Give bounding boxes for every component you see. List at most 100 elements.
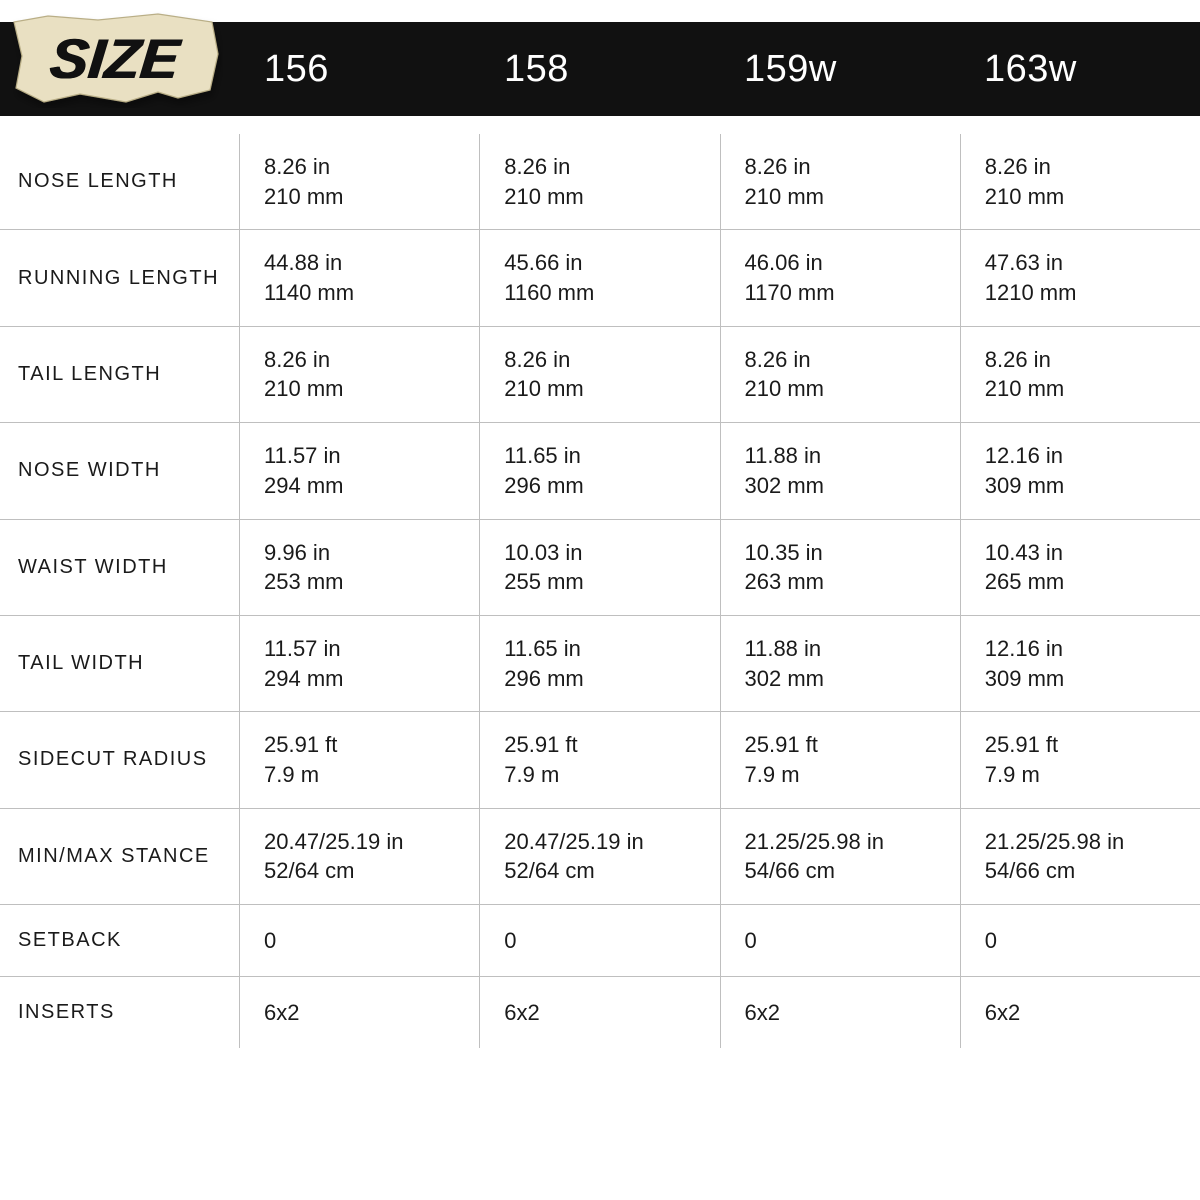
value-imperial: 11.88 in [745, 634, 950, 664]
col-head-0: 156 [240, 48, 480, 91]
value-metric: 309 mm [985, 471, 1190, 501]
value-imperial: 8.26 in [985, 152, 1190, 182]
value-metric: 302 mm [745, 664, 950, 694]
data-cell: 10.03 in255 mm [480, 520, 720, 616]
row-label: TAIL WIDTH [0, 616, 240, 712]
data-cell: 9.96 in253 mm [240, 520, 480, 616]
row-label: MIN/MAX STANCE [0, 809, 240, 905]
data-cell: 8.26 in210 mm [721, 327, 961, 423]
data-cell: 47.63 in1210 mm [961, 230, 1200, 326]
value-metric: 52/64 cm [504, 856, 709, 886]
value-metric: 7.9 m [745, 760, 950, 790]
value-metric: 253 mm [264, 567, 469, 597]
value-imperial: 44.88 in [264, 248, 469, 278]
value-imperial: 11.57 in [264, 634, 469, 664]
data-cell: 6x2 [240, 977, 480, 1048]
table-row: SETBACK0000 [0, 905, 1200, 977]
value-imperial: 10.43 in [985, 538, 1190, 568]
value-metric: 294 mm [264, 471, 469, 501]
data-cell: 10.43 in265 mm [961, 520, 1200, 616]
row-label: SIDECUT RADIUS [0, 712, 240, 808]
value-metric: 294 mm [264, 664, 469, 694]
data-cell: 25.91 ft7.9 m [961, 712, 1200, 808]
value-imperial: 0 [745, 926, 950, 956]
value-metric: 210 mm [985, 182, 1190, 212]
data-cell: 6x2 [721, 977, 961, 1048]
data-cell: 6x2 [480, 977, 720, 1048]
data-cell: 12.16 in309 mm [961, 423, 1200, 519]
value-metric: 302 mm [745, 471, 950, 501]
value-imperial: 25.91 ft [745, 730, 950, 760]
value-metric: 265 mm [985, 567, 1190, 597]
value-imperial: 20.47/25.19 in [264, 827, 469, 857]
value-metric: 7.9 m [985, 760, 1190, 790]
data-cell: 21.25/25.98 in54/66 cm [961, 809, 1200, 905]
value-metric: 7.9 m [504, 760, 709, 790]
value-metric: 1210 mm [985, 278, 1190, 308]
value-metric: 1160 mm [504, 278, 709, 308]
data-cell: 8.26 in210 mm [240, 327, 480, 423]
size-heading: SIZE [48, 26, 183, 91]
row-label: NOSE WIDTH [0, 423, 240, 519]
value-imperial: 8.26 in [504, 152, 709, 182]
table-row: RUNNING LENGTH44.88 in1140 mm45.66 in116… [0, 230, 1200, 326]
data-cell: 25.91 ft7.9 m [480, 712, 720, 808]
table-body: NOSE LENGTH8.26 in210 mm8.26 in210 mm8.2… [0, 116, 1200, 1048]
value-imperial: 8.26 in [745, 152, 950, 182]
table-header-bar: SIZE 156 158 159w 163w [0, 22, 1200, 116]
value-metric: 210 mm [504, 182, 709, 212]
value-metric: 1140 mm [264, 278, 469, 308]
value-imperial: 8.26 in [985, 345, 1190, 375]
value-imperial: 6x2 [264, 998, 469, 1028]
value-imperial: 25.91 ft [264, 730, 469, 760]
data-cell: 12.16 in309 mm [961, 616, 1200, 712]
data-cell: 20.47/25.19 in52/64 cm [480, 809, 720, 905]
table-row: TAIL WIDTH 11.57 in294 mm 11.65 in296 mm 11… [0, 616, 1200, 712]
value-metric: 210 mm [264, 374, 469, 404]
value-metric: 7.9 m [264, 760, 469, 790]
value-metric: 296 mm [504, 664, 709, 694]
value-metric: 52/64 cm [264, 856, 469, 886]
data-cell: 11.65 in296 mm [480, 423, 720, 519]
table-row: TAIL LENGTH8.26 in210 mm8.26 in210 mm8.2… [0, 327, 1200, 423]
size-tape-label: SIZE [8, 8, 223, 108]
data-cell: 6x2 [961, 977, 1200, 1048]
data-cell: 8.26 in210 mm [480, 327, 720, 423]
value-imperial: 12.16 in [985, 441, 1190, 471]
row-label: INSERTS [0, 977, 240, 1048]
data-cell: 11.57 in294 mm [240, 423, 480, 519]
value-metric: 54/66 cm [745, 856, 950, 886]
value-imperial: 11.65 in [504, 634, 709, 664]
row-label: SETBACK [0, 905, 240, 977]
data-cell: 46.06 in1170 mm [721, 230, 961, 326]
col-head-3: 163w [960, 48, 1200, 91]
value-metric: 210 mm [504, 374, 709, 404]
value-metric: 263 mm [745, 567, 950, 597]
table-row: NOSE WIDTH11.57 in294 mm11.65 in296 mm11… [0, 423, 1200, 519]
value-imperial: 0 [985, 926, 1190, 956]
value-imperial: 11.65 in [504, 441, 709, 471]
value-metric: 255 mm [504, 567, 709, 597]
value-metric: 1170 mm [745, 278, 950, 308]
data-cell: 20.47/25.19 in52/64 cm [240, 809, 480, 905]
value-imperial: 20.47/25.19 in [504, 827, 709, 857]
data-cell: 0 [961, 905, 1200, 977]
data-cell: 8.26 in210 mm [240, 134, 480, 230]
value-imperial: 12.16 in [985, 634, 1190, 664]
row-label: WAIST WIDTH [0, 520, 240, 616]
value-imperial: 6x2 [745, 998, 950, 1028]
value-imperial: 21.25/25.98 in [745, 827, 950, 857]
table-row: INSERTS 6x2 6x2 6x2 6x2 [0, 977, 1200, 1048]
value-imperial: 8.26 in [264, 152, 469, 182]
value-imperial: 8.26 in [504, 345, 709, 375]
value-imperial: 10.03 in [504, 538, 709, 568]
value-metric: 210 mm [985, 374, 1190, 404]
value-imperial: 46.06 in [745, 248, 950, 278]
table-row: SIDECUT RADIUS25.91 ft7.9 m25.91 ft7.9 m… [0, 712, 1200, 808]
data-cell: 45.66 in1160 mm [480, 230, 720, 326]
value-imperial: 21.25/25.98 in [985, 827, 1190, 857]
value-imperial: 45.66 in [504, 248, 709, 278]
value-imperial: 11.57 in [264, 441, 469, 471]
value-metric: 296 mm [504, 471, 709, 501]
data-cell: 11.88 in302 mm [721, 423, 961, 519]
